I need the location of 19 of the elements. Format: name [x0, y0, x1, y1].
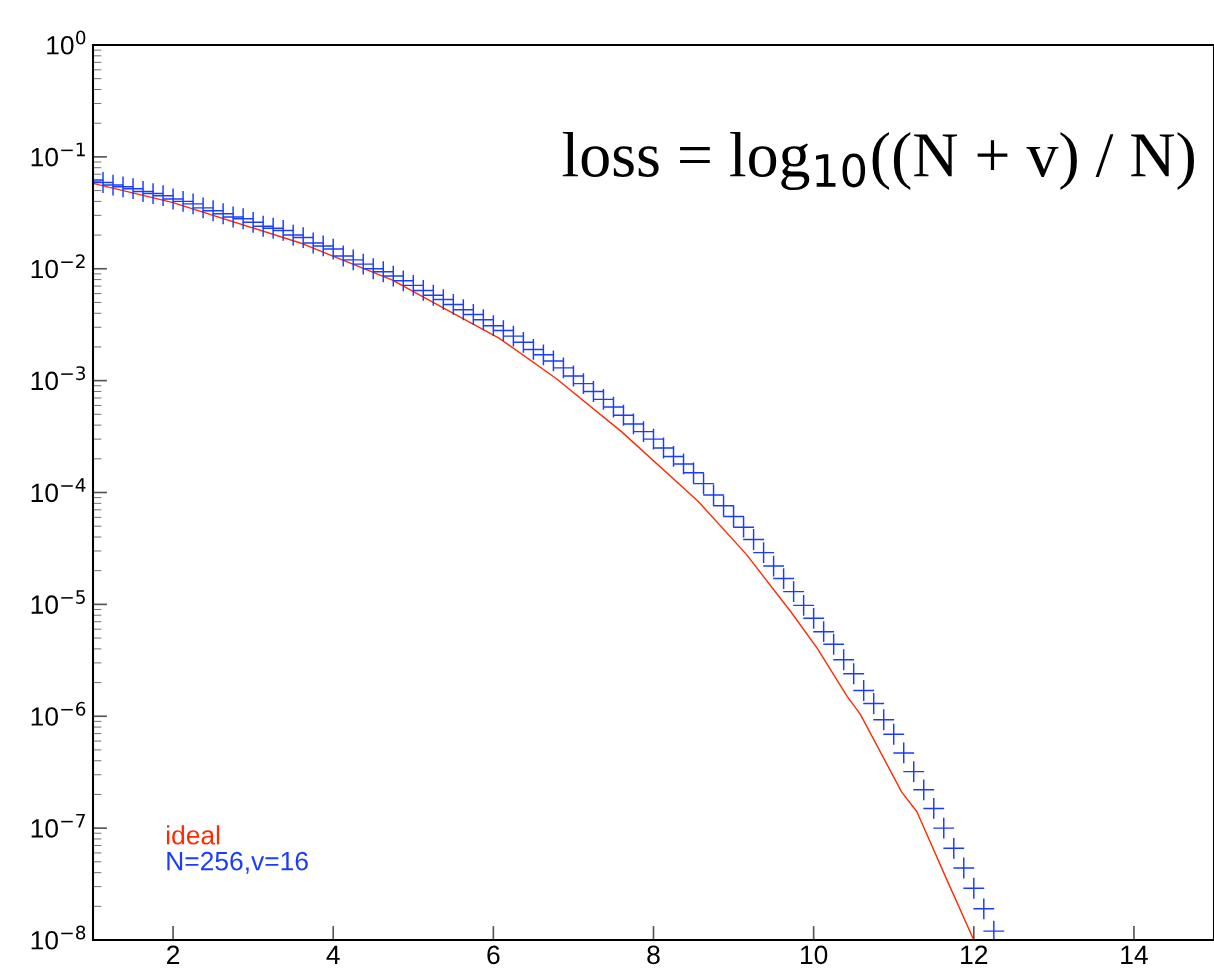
- y-tick-label: 10$^{−7}$: [31, 813, 85, 838]
- annotation: loss = log$_{10}$((N + v) / N): [562, 131, 1194, 191]
- y-tick-label: 10$^{−4}$: [31, 478, 86, 503]
- x-tick-label: 2: [167, 945, 180, 964]
- x-tick-label: 12: [961, 945, 988, 964]
- text: N=256,v=16: [167, 851, 308, 874]
- y-tick-label: 10$^{−1}$: [31, 142, 85, 167]
- y-tick-label: 10$^{−2}$: [31, 254, 85, 279]
- x-tick-label: 14: [1121, 945, 1148, 964]
- y-tick-label: 10$^{−5}$: [31, 590, 85, 615]
- x-tick-label: 8: [647, 945, 660, 965]
- y-tick-label: 10$^{−3}$: [31, 366, 86, 391]
- text: ideal: [166, 825, 220, 845]
- y-tick-label: 10$^{−8}$: [31, 925, 86, 950]
- y-tick-label: 10$^{0}$: [47, 30, 86, 55]
- x-tick-label: 10: [800, 945, 828, 965]
- y-tick-label: 10$^{−6}$: [31, 701, 86, 726]
- x-tick-label: 6: [487, 945, 500, 965]
- x-tick-label: 4: [326, 945, 340, 964]
